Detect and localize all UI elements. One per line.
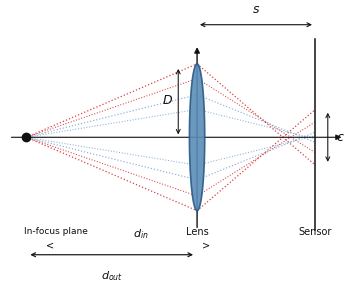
Text: >: > <box>202 240 210 250</box>
Text: Lens: Lens <box>186 227 209 237</box>
Text: In-focus plane: In-focus plane <box>24 227 88 236</box>
Text: Sensor: Sensor <box>298 227 331 237</box>
Polygon shape <box>189 64 205 211</box>
Text: $d_{out}$: $d_{out}$ <box>101 269 123 283</box>
Text: s: s <box>253 3 259 16</box>
Text: $d_{in}$: $d_{in}$ <box>133 227 149 241</box>
Text: D: D <box>163 94 173 107</box>
Text: <: < <box>46 240 54 250</box>
Text: c: c <box>336 131 343 144</box>
